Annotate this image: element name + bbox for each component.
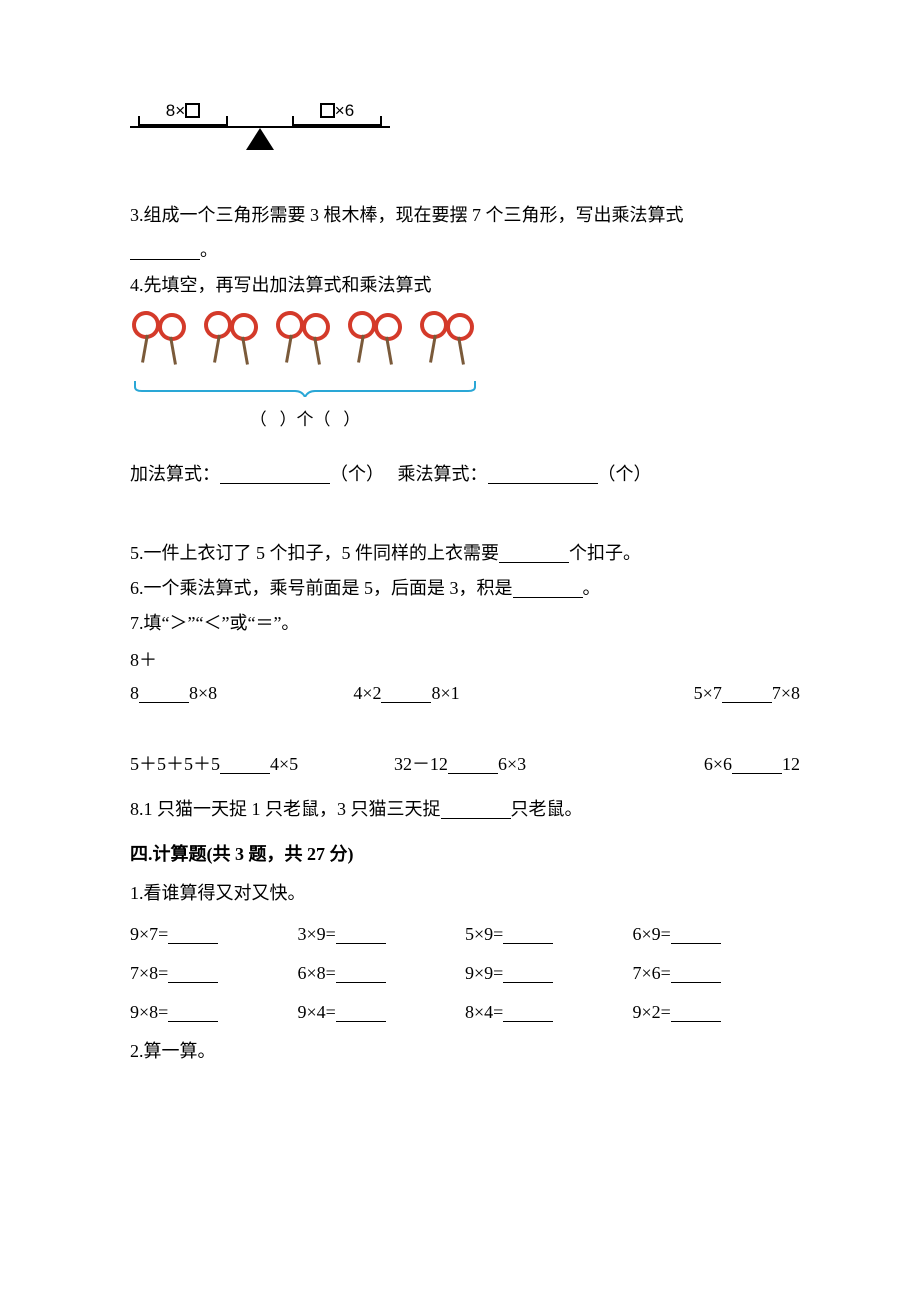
calc-expr: 9×7=	[130, 924, 168, 944]
cmp-cell: 32－126×3	[394, 751, 597, 778]
compare-row-1: 8＋ 88×8 4×28×1 5×77×8	[130, 647, 800, 707]
racket-pair	[418, 311, 476, 375]
question-5: 5.一件上衣订了 5 个扣子，5 件同样的上衣需要个扣子。	[130, 540, 800, 567]
answer-blank	[448, 756, 498, 774]
answer-blank	[168, 926, 218, 944]
balance-scale: 8× ×6	[130, 100, 390, 172]
answer-blank	[168, 1004, 218, 1022]
question-6: 6.一个乘法算式，乘号前面是 5，后面是 3，积是。	[130, 575, 800, 602]
cmp-cell: 88×8	[130, 680, 353, 707]
calc-cell: 9×4=	[298, 993, 466, 1032]
answer-blank	[499, 545, 569, 563]
cmp-cell: 5＋5＋5＋54×5	[130, 751, 394, 778]
racket-pair	[274, 311, 332, 375]
calc-expr: 3×9=	[298, 924, 336, 944]
answer-blank	[336, 1004, 386, 1022]
answer-blank	[336, 965, 386, 983]
section-4-title: 四.计算题(共 3 题，共 27 分)	[130, 841, 800, 868]
question-3-blank-line: 。	[130, 237, 800, 264]
balance-left-expr: 8×	[166, 101, 185, 120]
mul-label: 乘法算式：	[398, 464, 488, 484]
answer-blank	[671, 926, 721, 944]
answer-blank	[513, 580, 583, 598]
blank-box-icon	[320, 103, 335, 118]
answer-blank	[139, 685, 189, 703]
calc-cell: 9×8=	[130, 993, 298, 1032]
calc-cell: 9×7=	[130, 915, 298, 954]
calc-expr: 5×9=	[465, 924, 503, 944]
answer-blank	[220, 466, 330, 484]
calc-cell: 9×9=	[465, 954, 633, 993]
answer-blank	[732, 756, 782, 774]
compare-row-2: 5＋5＋5＋54×5 32－126×3 6×612	[130, 751, 800, 778]
calc-cell: 7×6=	[633, 954, 801, 993]
calc-cell: 6×9=	[633, 915, 801, 954]
add-label: 加法算式：	[130, 464, 220, 484]
balance-right-expr: ×6	[335, 101, 354, 120]
table-row: 9×7= 3×9= 5×9= 6×9=	[130, 915, 800, 954]
calc-table: 9×7= 3×9= 5×9= 6×9= 7×8= 6×8= 9×9= 7×6= 9×8= 9×4=…	[130, 915, 800, 1032]
question-7: 7.填“＞”“＜”或“＝”。	[130, 610, 800, 637]
calc-cell: 7×8=	[130, 954, 298, 993]
answer-blank	[722, 685, 772, 703]
answer-blank	[503, 965, 553, 983]
calc-expr: 7×8=	[130, 963, 168, 983]
calc-cell: 3×9=	[298, 915, 466, 954]
rackets-figure: （ ）个（ ）	[130, 311, 800, 433]
racket-pair	[346, 311, 404, 375]
cmp-cell: 6×612	[597, 751, 800, 778]
balance-right-pan: ×6	[292, 100, 382, 126]
calc-cell: 6×8=	[298, 954, 466, 993]
table-row: 7×8= 6×8= 9×9= 7×6=	[130, 954, 800, 993]
calc-expr: 8×4=	[465, 1002, 503, 1022]
cmp1-line1: 8＋	[130, 647, 800, 674]
rackets-row	[130, 311, 800, 375]
answer-blank	[168, 965, 218, 983]
calc-cell: 9×2=	[633, 993, 801, 1032]
brace-underline	[130, 379, 480, 397]
calc-expr: 9×2=	[633, 1002, 671, 1022]
question-3: 3.组成一个三角形需要 3 根木棒，现在要摆 7 个三角形，写出乘法算式	[130, 202, 800, 229]
answer-blank	[488, 466, 598, 484]
balance-figure: 8× ×6	[130, 100, 800, 172]
racket-pair	[130, 311, 188, 375]
calc-expr: 6×9=	[633, 924, 671, 944]
brace-label: （ ）个（ ）	[130, 407, 480, 433]
calc-table-body: 9×7= 3×9= 5×9= 6×9= 7×8= 6×8= 9×9= 7×6= 9×8= 9×4=…	[130, 915, 800, 1032]
question-4-title: 4.先填空，再写出加法算式和乘法算式	[130, 272, 800, 299]
balance-left-pan: 8×	[138, 100, 228, 126]
calc1-title: 1.看谁算得又对又快。	[130, 880, 800, 907]
calc-expr: 9×8=	[130, 1002, 168, 1022]
cmp-cell: 5×77×8	[577, 680, 800, 707]
q3-tail: 。	[200, 240, 218, 260]
blank-box-icon	[185, 103, 200, 118]
answer-blank	[381, 685, 431, 703]
q3-text: 3.组成一个三角形需要 3 根木棒，现在要摆 7 个三角形，写出乘法算式	[130, 205, 684, 225]
answer-blank	[671, 965, 721, 983]
answer-blank	[441, 801, 511, 819]
calc-expr: 9×4=	[298, 1002, 336, 1022]
calc-expr: 9×9=	[465, 963, 503, 983]
question-4-expressions: 加法算式： （个） 乘法算式： （个）	[130, 461, 800, 488]
calc-cell: 8×4=	[465, 993, 633, 1032]
answer-blank	[220, 756, 270, 774]
calc-cell: 5×9=	[465, 915, 633, 954]
calc-expr: 6×8=	[298, 963, 336, 983]
unit: （个）	[598, 464, 652, 484]
question-8: 8.1 只猫一天捉 1 只老鼠，3 只猫三天捉只老鼠。	[130, 796, 800, 823]
racket-pair	[202, 311, 260, 375]
balance-fulcrum-icon	[246, 128, 274, 150]
cmp-cell: 4×28×1	[353, 680, 576, 707]
unit: （个）	[330, 464, 384, 484]
answer-blank	[503, 1004, 553, 1022]
calc-expr: 7×6=	[633, 963, 671, 983]
answer-blank	[671, 1004, 721, 1022]
answer-blank	[503, 926, 553, 944]
calc2-title: 2.算一算。	[130, 1038, 800, 1065]
answer-blank	[336, 926, 386, 944]
table-row: 9×8= 9×4= 8×4= 9×2=	[130, 993, 800, 1032]
answer-blank	[130, 242, 200, 260]
